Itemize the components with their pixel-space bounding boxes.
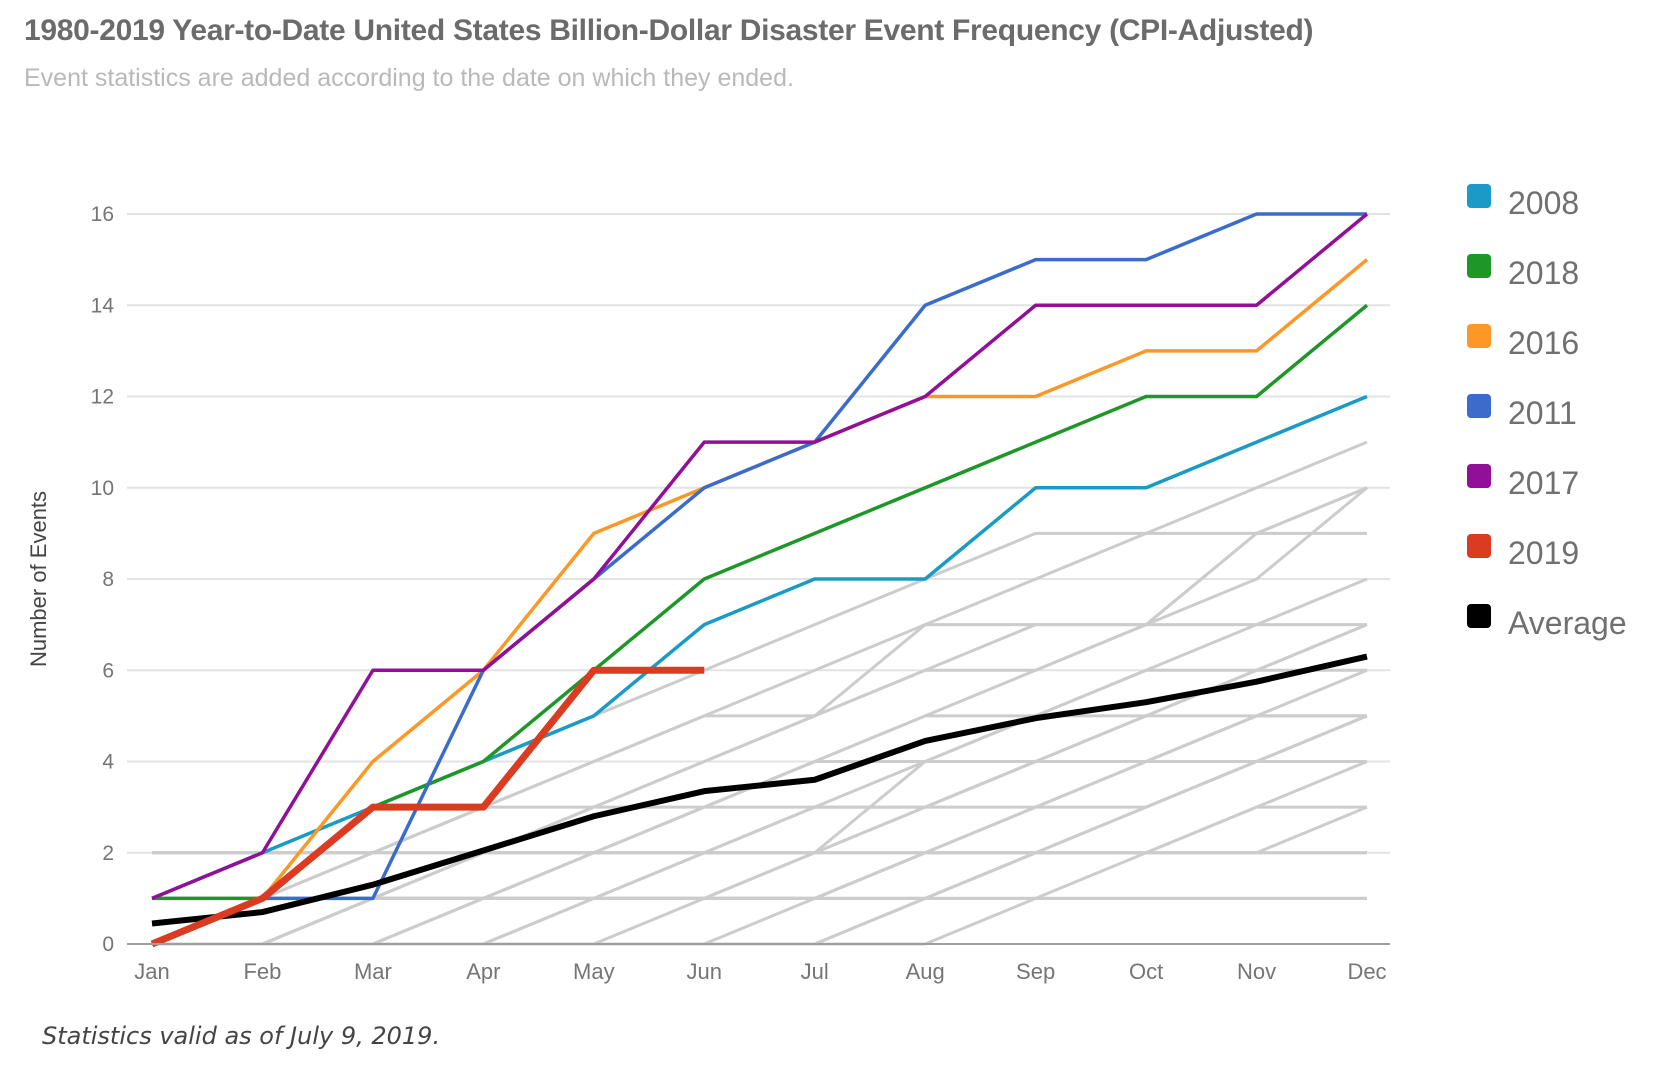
legend-label: 2016: [1508, 324, 1580, 361]
series-line-2008: [151, 394, 1368, 900]
legend-item-2008[interactable]: 2008: [1467, 168, 1627, 238]
x-tick-label: Feb: [243, 959, 281, 984]
x-tick-label: Nov: [1237, 959, 1276, 984]
legend-item-2016[interactable]: 2016: [1467, 308, 1627, 378]
y-axis-title: Number of Events: [26, 491, 51, 667]
x-axis-ticks: Jan Feb Mar Apr May Jun Jul Aug Sep Oct Nov Dec: [134, 959, 1386, 984]
x-tick-label: Apr: [466, 959, 500, 984]
legend-label: 2019: [1508, 534, 1580, 571]
legend-item-2019[interactable]: 2019: [1467, 518, 1627, 588]
series-line-average: [151, 653, 1368, 927]
series-line-2011: [151, 212, 1367, 946]
x-tick-label: Jul: [801, 959, 829, 984]
x-tick-label: Jan: [134, 959, 169, 984]
y-tick-label: 16: [91, 203, 114, 226]
series-line-2017: [151, 212, 1369, 900]
legend-label: 2017: [1508, 464, 1580, 501]
series-line-2019: [150, 666, 705, 948]
legend-swatch: [1467, 394, 1491, 418]
x-tick-label: Sep: [1016, 959, 1055, 984]
legend-item-2018[interactable]: 2018: [1467, 238, 1627, 308]
legend-label: Average: [1508, 604, 1627, 641]
legend-item-2011[interactable]: 2011: [1467, 378, 1627, 448]
highlighted-series: [150, 212, 1369, 948]
x-tick-label: Dec: [1347, 959, 1386, 984]
legend-label: 2011: [1508, 394, 1577, 431]
y-axis-ticks: 0 2 4 6 8 10 12 14 16: [91, 203, 115, 956]
legend-label: 2008: [1508, 184, 1580, 221]
legend-item-average[interactable]: Average: [1467, 588, 1627, 658]
legend-label: 2018: [1508, 254, 1580, 291]
x-tick-label: Aug: [906, 959, 945, 984]
legend-swatch: [1467, 184, 1491, 208]
y-tick-label: 8: [102, 568, 114, 591]
y-tick-label: 10: [91, 477, 114, 500]
legend: 2008 2018 2016 2011 2017 2019 Average: [1467, 168, 1627, 658]
legend-item-2017[interactable]: 2017: [1467, 448, 1627, 518]
x-tick-label: Mar: [354, 959, 392, 984]
x-tick-label: May: [573, 959, 615, 984]
x-tick-label: Oct: [1129, 959, 1163, 984]
y-tick-label: 14: [91, 294, 115, 317]
x-tick-label: Jun: [687, 959, 722, 984]
legend-swatch: [1467, 254, 1491, 278]
legend-swatch: [1467, 604, 1491, 628]
legend-swatch: [1467, 534, 1491, 558]
y-tick-label: 0: [102, 933, 114, 956]
legend-swatch: [1467, 324, 1491, 348]
legend-swatch: [1467, 464, 1491, 488]
y-tick-label: 12: [91, 386, 114, 409]
background-series-line: [152, 805, 1367, 946]
chart-title: 1980-2019 Year-to-Date United States Bil…: [24, 14, 1314, 47]
footer-note: Statistics valid as of July 9, 2019.: [42, 1022, 441, 1050]
y-tick-label: 4: [102, 751, 114, 774]
y-tick-label: 2: [102, 842, 114, 865]
y-tick-label: 6: [102, 659, 114, 682]
chart-subtitle: Event statistics are added according to …: [24, 64, 794, 92]
